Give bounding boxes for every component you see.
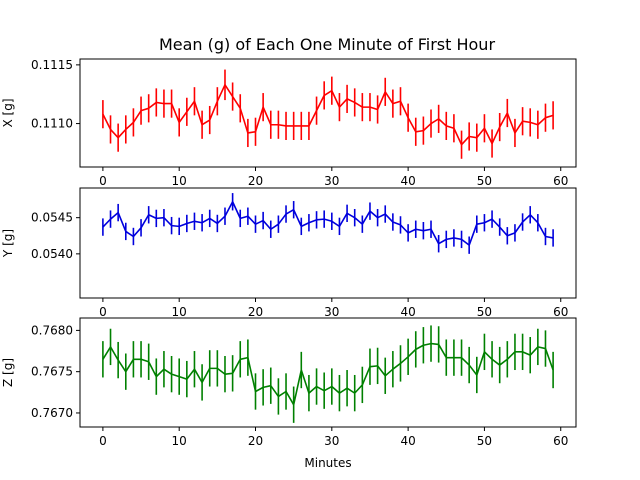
y-tick-label-y: 0.0545	[31, 211, 73, 225]
axes-frame-y	[79, 187, 577, 299]
x-axis-label: Minutes	[304, 456, 351, 470]
x-tick-label-y: 30	[324, 305, 339, 319]
x-tick-label-x: 40	[400, 174, 415, 188]
series-line-z	[102, 342, 554, 406]
axes-frame-z	[79, 317, 577, 428]
x-tick-label-y: 20	[248, 305, 263, 319]
x-tick-label-y: 60	[553, 305, 568, 319]
panel-z: 0 10 20 30 40 50 60 0.7670 0.7675 0.7680 Z [g]	[1, 317, 577, 448]
panel-x: 0 10 20 30 40 50 60 0.1110 0.1115 X [g]	[1, 58, 577, 188]
panel-y: 0 10 20 30 40 50 60 0.0540 0.0545 Y [g]	[1, 187, 577, 319]
x-tick-label-z: 60	[553, 434, 568, 448]
series-line-x	[102, 84, 554, 146]
y-tick-label-z: 0.7680	[31, 323, 73, 337]
x-tick-label-x: 10	[172, 174, 187, 188]
x-tick-label-y: 50	[477, 305, 492, 319]
x-tick-label-z: 50	[477, 434, 492, 448]
axes-frame-x	[79, 58, 577, 168]
x-tick-label-y: 0	[99, 305, 107, 319]
x-tick-label-x: 50	[477, 174, 492, 188]
y-tick-label-x: 0.1115	[31, 58, 73, 72]
y-tick-label-x: 0.1110	[31, 117, 73, 131]
x-tick-label-x: 20	[248, 174, 263, 188]
y-tick-label-y: 0.0540	[31, 247, 73, 261]
x-tick-label-x: 60	[553, 174, 568, 188]
y-tick-label-z: 0.7670	[31, 406, 73, 420]
chart-title: Mean (g) of Each One Minute of First Hou…	[159, 35, 495, 54]
x-tick-label-y: 10	[172, 305, 187, 319]
y-axis-label-y: Y [g]	[1, 229, 15, 258]
x-tick-label-x: 30	[324, 174, 339, 188]
x-tick-label-z: 0	[99, 434, 107, 448]
x-tick-label-z: 30	[324, 434, 339, 448]
x-tick-label-z: 20	[248, 434, 263, 448]
x-tick-label-z: 40	[400, 434, 415, 448]
y-tick-label-z: 0.7675	[31, 365, 73, 379]
y-axis-label-x: X [g]	[1, 98, 15, 127]
series-line-y	[102, 200, 554, 246]
x-tick-label-x: 0	[99, 174, 107, 188]
x-tick-label-z: 10	[172, 434, 187, 448]
x-tick-label-y: 40	[400, 305, 415, 319]
y-axis-label-z: Z [g]	[1, 358, 15, 387]
